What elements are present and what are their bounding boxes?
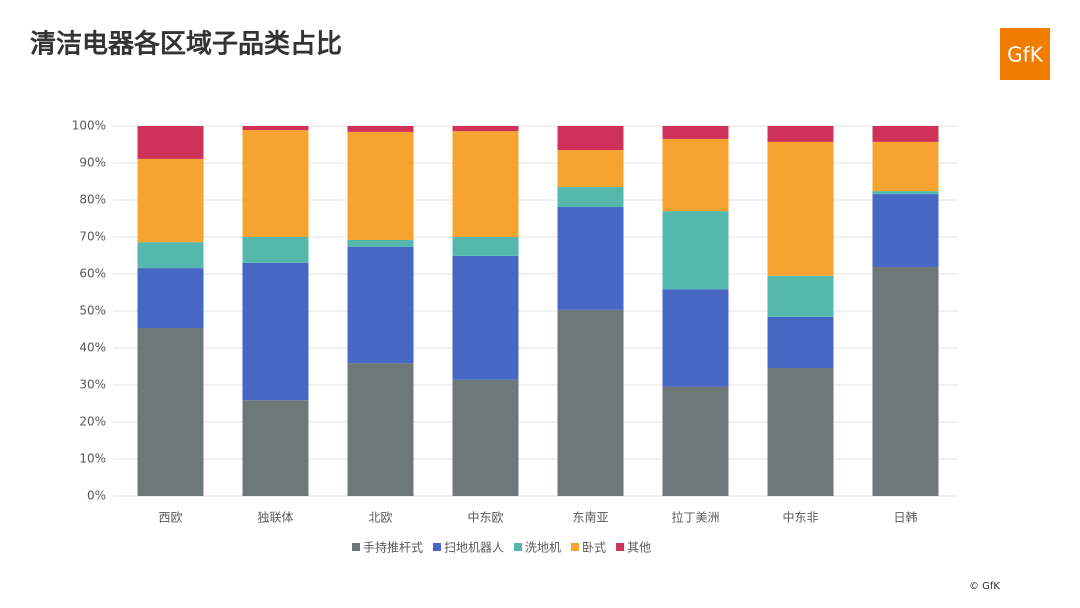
bar-segment (347, 363, 414, 496)
bar-segment (557, 126, 624, 151)
bar-segment (242, 126, 309, 131)
bar-segment (452, 237, 519, 256)
bar-segment (242, 130, 309, 237)
bar-segment (662, 138, 729, 212)
logo-box (1000, 28, 1050, 80)
bar-segment (347, 239, 414, 247)
x-tick-label: 日韩 (893, 510, 917, 525)
bar-segment (767, 126, 834, 142)
legend-swatch (514, 543, 523, 551)
bar-segment (767, 275, 834, 317)
x-tick-label: 东南亚 (572, 510, 608, 525)
bar-segment (557, 309, 624, 496)
y-tick-label: 100% (72, 119, 106, 133)
bar-segment (872, 141, 939, 192)
bar-segment (767, 141, 834, 276)
x-tick-label: 拉丁美洲 (671, 510, 719, 525)
legend-label: 卧式 (582, 541, 606, 555)
x-tick-label: 中东欧 (467, 510, 503, 525)
y-tick-label: 80% (79, 193, 106, 207)
bar-segment (452, 379, 519, 496)
y-tick-label: 70% (79, 230, 106, 244)
legend-label: 手持推杆式 (363, 540, 423, 555)
bar-segment (872, 191, 939, 195)
y-tick-label: 90% (79, 156, 106, 170)
chart-title: 清洁电器各区域子品类占比 (30, 29, 342, 60)
y-tick-label: 10% (79, 452, 106, 466)
bar-segment (452, 131, 519, 237)
y-tick-label: 50% (79, 304, 106, 318)
logo: GfK (1007, 43, 1044, 67)
legend-swatch (571, 543, 580, 551)
bar-segment (662, 386, 729, 496)
legend-swatch (352, 543, 360, 551)
bar-segment (137, 158, 204, 243)
bar-segment (452, 126, 519, 132)
bar-segment (137, 268, 204, 329)
y-tick-label: 40% (79, 341, 106, 355)
legend-swatch (616, 543, 625, 551)
bar-segment (557, 207, 624, 310)
bar-segment (767, 316, 834, 368)
bar-segment (137, 328, 204, 496)
bar-segment (662, 126, 729, 139)
bar-segment (662, 211, 729, 290)
y-tick-label: 0% (87, 489, 106, 503)
bar-segment (662, 289, 729, 387)
y-tick-label: 30% (79, 378, 106, 392)
bar-segment (347, 126, 414, 132)
legend-label: 扫地机器人 (444, 541, 504, 555)
x-tick-label: 中东非 (782, 510, 818, 525)
bar-segment (872, 126, 939, 142)
bar-segment (557, 187, 624, 208)
y-tick-label: 20% (79, 415, 106, 429)
x-tick-label: 独联体 (257, 511, 293, 525)
bar-segment (347, 246, 414, 364)
bar-segment (347, 131, 414, 240)
bar-segment (242, 237, 309, 263)
bar-segment (872, 266, 939, 496)
bar-segment (137, 126, 204, 159)
footer: © GfK (969, 581, 1000, 592)
y-tick-label: 60% (79, 267, 106, 281)
legend-label: 其他 (627, 541, 651, 555)
bar-segment (242, 400, 309, 496)
bar-segment (452, 255, 519, 380)
bar-segment (137, 242, 204, 269)
bar-segment (557, 150, 624, 188)
bar-segment (872, 194, 939, 267)
legend-swatch (433, 543, 442, 551)
bar-segment (242, 262, 309, 401)
bar-segment (767, 367, 834, 496)
x-tick-label: 北欧 (368, 511, 392, 525)
legend-label: 洗地机 (525, 541, 561, 555)
x-tick-label: 西欧 (158, 511, 182, 525)
